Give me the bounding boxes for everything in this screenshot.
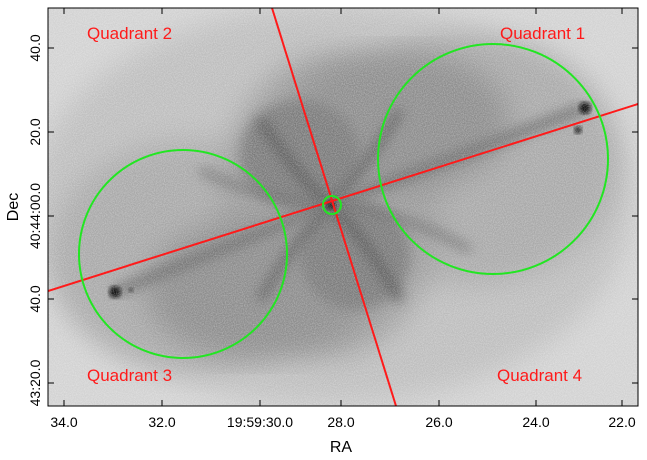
y-tick-label: 40.0 bbox=[27, 285, 43, 312]
x-axis bbox=[63, 8, 623, 406]
x-tick-labels: 34.0 32.0 19:59:30.0 28.0 26.0 24.0 22.0 bbox=[50, 414, 635, 430]
plot-frame bbox=[47, 7, 639, 407]
noise-texture bbox=[48, 8, 638, 406]
x-tick-label: 26.0 bbox=[425, 414, 452, 430]
x-tick-label: 32.0 bbox=[148, 414, 175, 430]
y-tick-labels: 40.0 20.0 40:44:00.0 40.0 43:20.0 bbox=[27, 34, 43, 406]
quadrant-3-label: Quadrant 3 bbox=[87, 366, 172, 385]
x-tick-label: 34.0 bbox=[50, 414, 77, 430]
y-tick-label: 40:44:00.0 bbox=[27, 183, 43, 249]
x-tick-label: 28.0 bbox=[327, 414, 354, 430]
y-tick-label: 43:20.0 bbox=[27, 359, 43, 406]
axis-line-icon bbox=[48, 103, 638, 292]
y-axis-title: Dec bbox=[5, 193, 22, 221]
x-tick-label: 22.0 bbox=[608, 414, 635, 430]
x-tick-label: 19:59:30.0 bbox=[227, 414, 293, 430]
quadrant-1-label: Quadrant 1 bbox=[500, 24, 585, 43]
y-tick-label: 20.0 bbox=[27, 118, 43, 145]
quadrant-2-label: Quadrant 2 bbox=[87, 24, 172, 43]
circle-region-icon bbox=[78, 149, 288, 359]
axis-line-icon bbox=[271, 8, 397, 406]
y-axis bbox=[48, 47, 638, 384]
circle-region-icon bbox=[377, 43, 609, 275]
circle-region-icon bbox=[322, 195, 342, 215]
x-axis-title: RA bbox=[330, 439, 353, 456]
image-plot-area: Quadrant 1 Quadrant 2 Quadrant 3 Quadran… bbox=[48, 8, 638, 406]
x-tick-label: 24.0 bbox=[522, 414, 549, 430]
quadrant-4-label: Quadrant 4 bbox=[497, 366, 582, 385]
y-tick-label: 40.0 bbox=[27, 34, 43, 61]
